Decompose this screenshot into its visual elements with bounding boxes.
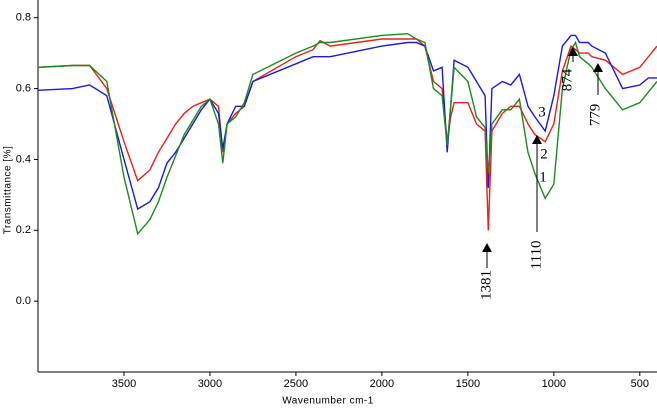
x-tick-label: 2500: [284, 378, 308, 390]
arrow-head: [568, 47, 578, 56]
x-tick-label: 3000: [198, 378, 222, 390]
annotation: 1110: [528, 241, 544, 270]
x-tick-label: 1000: [542, 378, 566, 390]
series-line: [37, 38, 657, 231]
series-line: [37, 32, 657, 236]
arrow-head: [482, 243, 492, 252]
annotation: 1381: [478, 270, 494, 300]
annotation: 1: [539, 169, 547, 185]
y-axis-label: Transmittance [%]: [3, 146, 14, 235]
x-tick-label: 2000: [370, 378, 394, 390]
x-axis-label: Wavenumber cm-1: [282, 396, 374, 407]
annotation: 779: [587, 104, 603, 127]
x-tick-label: 3500: [112, 378, 136, 390]
annotation: 2: [540, 146, 548, 162]
annotation: 874: [559, 68, 575, 91]
y-tick-label: 0.0: [16, 295, 31, 307]
series-line: [37, 34, 657, 211]
arrow-head: [593, 63, 603, 72]
x-tick-label: 1500: [456, 378, 480, 390]
arrow-head: [532, 135, 542, 144]
annotation: 3: [538, 104, 546, 120]
y-tick-label: 0.4: [16, 153, 31, 165]
y-tick-label: 0.6: [16, 82, 31, 94]
y-tick-label: 0.8: [16, 12, 31, 24]
y-tick-label: 0.2: [16, 224, 31, 236]
x-tick-label: 500: [631, 378, 649, 390]
